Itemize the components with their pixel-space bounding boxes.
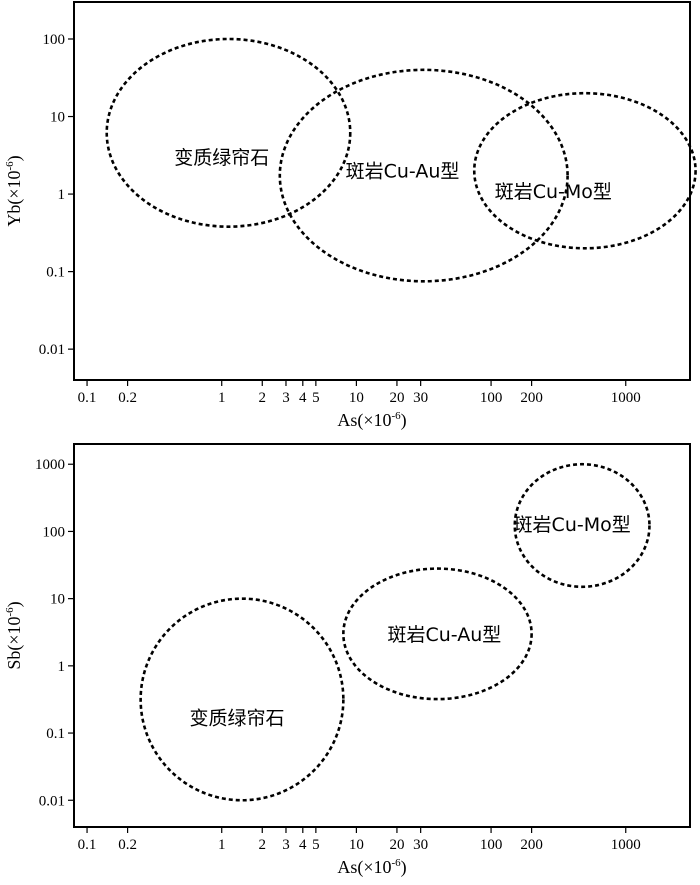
field-boundary-2: [342, 567, 533, 701]
x-tick-label: 200: [520, 837, 543, 853]
x-tick-label: 30: [413, 390, 428, 406]
x-tick-label: 1: [218, 390, 226, 406]
y-tick-label: 0.01: [39, 793, 65, 809]
field-boundary-3: [513, 462, 651, 589]
x-tick-label: 1000: [611, 837, 641, 853]
x-tick-label: 3: [282, 390, 290, 406]
x-tick-label: 4: [299, 390, 307, 406]
y-axis-label: Sb(×10-6): [4, 601, 25, 669]
x-tick-label: 0.2: [118, 837, 137, 853]
x-tick-label: 4: [299, 837, 307, 853]
y-tick-label: 10: [50, 592, 65, 608]
field-boundary-2: [278, 68, 569, 283]
x-tick-label: 30: [413, 837, 428, 853]
y-tick-label: 0.1: [46, 726, 65, 742]
yb-vs-as-chart: 0.1 0.2 1 2 3 4 5 10 20 30 100 200 1000 0.01 0.1 1 10 100…: [4, 1, 697, 431]
x-tick-label: 2: [259, 390, 267, 406]
x-tick-label: 0.1: [78, 390, 97, 406]
y-axis-label: Yb(×10-6): [4, 155, 25, 226]
y-tick-label: 10: [50, 110, 65, 126]
plot-frame: [73, 443, 691, 828]
x-tick-label: 20: [389, 390, 404, 406]
x-tick-label: 100: [480, 837, 503, 853]
field-boundary-3: [472, 91, 697, 250]
field-label-2: 斑岩Cu-Au型: [387, 624, 501, 646]
field-label-3: 斑岩Cu-Mo型: [495, 181, 612, 203]
x-tick-label: 10: [349, 837, 364, 853]
x-tick-label: 0.1: [78, 837, 97, 853]
y-tick-label: 100: [43, 32, 66, 48]
y-tick-label: 1: [58, 187, 66, 203]
y-tick-label: 1000: [35, 457, 65, 473]
field-label-3: 斑岩Cu-Mo型: [514, 514, 631, 536]
y-tick-label: 0.1: [46, 265, 65, 281]
x-tick-label: 0.2: [118, 390, 137, 406]
x-tick-label: 100: [480, 390, 503, 406]
x-tick-label: 1000: [611, 390, 641, 406]
x-axis-label: As(×10-6): [337, 857, 406, 878]
x-tick-label: 5: [312, 837, 320, 853]
sb-vs-as-chart: 0.1 0.2 1 2 3 4 5 10 20 30 100 200 1000 0.01 0.1 1 10 100…: [4, 443, 691, 878]
x-axis-label: As(×10-6): [337, 410, 406, 431]
x-tick-label: 200: [520, 390, 543, 406]
plot-frame: [73, 1, 691, 381]
field-boundary-1: [105, 37, 352, 228]
x-tick-label: 3: [282, 837, 290, 853]
field-label-1: 变质绿帘石: [190, 708, 285, 730]
x-tick-label: 20: [389, 837, 404, 853]
x-tick-label: 1: [218, 837, 226, 853]
field-label-2: 斑岩Cu-Au型: [346, 161, 460, 183]
field-boundary-1: [139, 597, 345, 802]
y-tick-label: 100: [43, 524, 66, 540]
x-tick-label: 10: [349, 390, 364, 406]
x-tick-label: 5: [312, 390, 320, 406]
x-tick-label: 2: [259, 837, 267, 853]
y-tick-label: 1: [58, 659, 66, 675]
field-label-1: 变质绿帘石: [174, 147, 269, 169]
y-tick-label: 0.01: [39, 342, 65, 358]
